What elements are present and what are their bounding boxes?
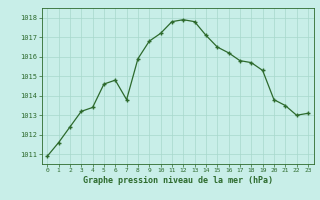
X-axis label: Graphe pression niveau de la mer (hPa): Graphe pression niveau de la mer (hPa) xyxy=(83,176,273,185)
